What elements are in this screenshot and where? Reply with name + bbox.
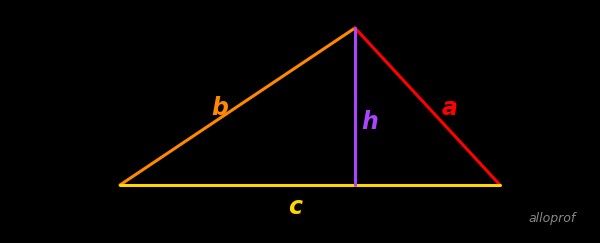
Text: a: a xyxy=(442,96,458,120)
Text: alloprof: alloprof xyxy=(529,211,575,225)
Text: h: h xyxy=(362,110,379,134)
Text: c: c xyxy=(288,195,302,219)
Text: b: b xyxy=(212,96,229,120)
